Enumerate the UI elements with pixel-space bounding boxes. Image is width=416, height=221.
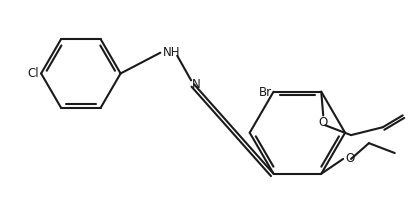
Text: N: N [192, 78, 201, 91]
Text: NH: NH [163, 46, 181, 59]
Text: O: O [345, 152, 354, 166]
Text: O: O [319, 116, 328, 129]
Text: Cl: Cl [27, 67, 39, 80]
Text: Br: Br [258, 86, 272, 99]
